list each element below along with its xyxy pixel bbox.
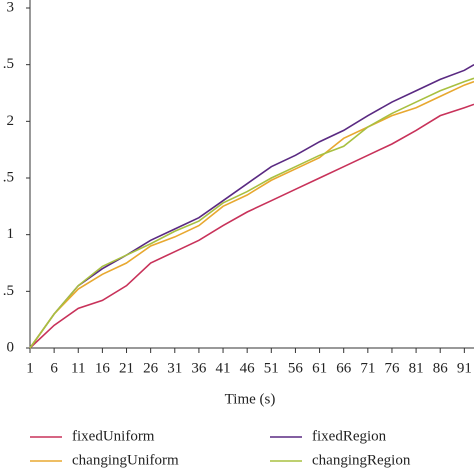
series-line <box>29 63 474 349</box>
series-line <box>29 103 474 349</box>
x-tick-label: 6 <box>50 360 58 376</box>
x-tick-label: 51 <box>264 360 279 376</box>
y-tick-label: 1 <box>7 226 15 242</box>
x-tick-label: 91 <box>457 360 472 376</box>
x-tick-label: 81 <box>409 360 424 376</box>
y-tick-label: .5 <box>3 56 14 72</box>
x-tick-label: 41 <box>216 360 231 376</box>
x-tick-label: 36 <box>191 360 207 376</box>
x-tick-label: 16 <box>95 360 111 376</box>
x-tick-label: 76 <box>384 360 400 376</box>
x-axis-label: Time (s) <box>225 391 276 407</box>
x-tick-label: 26 <box>143 360 159 376</box>
x-tick-label: 21 <box>119 360 134 376</box>
series-line <box>29 80 474 349</box>
x-tick-label: 31 <box>167 360 182 376</box>
legend-label: fixedUniform <box>72 428 155 444</box>
x-tick-label: 86 <box>433 360 449 376</box>
y-tick-label: 3 <box>7 0 15 15</box>
x-tick-label: 56 <box>288 360 304 376</box>
y-tick-label: .5 <box>3 283 14 299</box>
x-tick-label: 71 <box>360 360 375 376</box>
x-tick-label: 11 <box>71 360 85 376</box>
y-tick-label: 2 <box>7 113 15 129</box>
legend-label: changingUniform <box>72 452 179 468</box>
x-tick-label: 1 <box>26 360 34 376</box>
legend-label: fixedRegion <box>312 428 387 444</box>
series-line <box>29 77 474 349</box>
x-tick-label: 66 <box>336 360 352 376</box>
x-tick-label: 46 <box>240 360 256 376</box>
legend-label: changingRegion <box>312 452 411 468</box>
y-tick-label: .5 <box>3 169 14 185</box>
x-tick-label: 61 <box>312 360 327 376</box>
y-tick-label: 0 <box>7 339 15 355</box>
